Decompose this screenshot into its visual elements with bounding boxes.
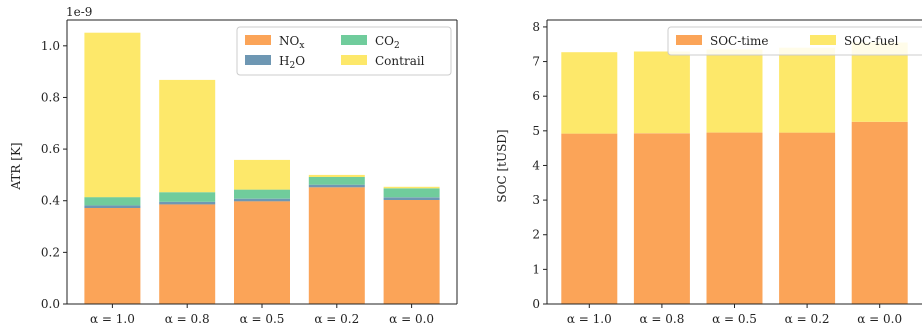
atr-bar-nox-1 bbox=[159, 204, 216, 304]
atr-bar-co2-2 bbox=[234, 189, 290, 199]
soc-y-tick-label: 5 bbox=[532, 124, 540, 138]
soc-bar-soc-time-2 bbox=[706, 132, 763, 304]
soc-legend-label-soc-fuel: SOC-fuel bbox=[844, 34, 899, 48]
atr-legend-label-contrail: Contrail bbox=[375, 54, 425, 68]
soc-x-tick-label: α = 0.8 bbox=[639, 312, 684, 326]
atr-x-tick-label: α = 0.2 bbox=[314, 312, 359, 326]
atr-legend-label-nox: NOx bbox=[279, 34, 304, 51]
soc-x-tick-label: α = 0.0 bbox=[857, 312, 902, 326]
soc-bar-soc-time-3 bbox=[779, 132, 836, 304]
atr-bar-h2o-3 bbox=[308, 184, 365, 188]
atr-bar-nox-4 bbox=[383, 200, 440, 304]
atr-bars bbox=[84, 32, 440, 304]
atr-bar-nox-0 bbox=[84, 208, 141, 304]
atr-bar-co2-1 bbox=[159, 192, 216, 202]
atr-axes: 0.0 0.2 0.4 0.6 0.8 1.0 α = 1.0 α = 0.8 α = 0.5 α… bbox=[41, 19, 458, 326]
soc-y-tick-label: 3 bbox=[532, 193, 540, 207]
soc-bar-soc-time-0 bbox=[561, 133, 618, 304]
soc-bar-soc-time-1 bbox=[633, 133, 690, 304]
soc-bar-soc-fuel-2 bbox=[706, 49, 763, 133]
soc-y-tick-label: 6 bbox=[532, 89, 540, 103]
atr-bar-contrail-3 bbox=[308, 174, 365, 177]
atr-bar-co2-0 bbox=[84, 197, 141, 206]
atr-bar-nox-2 bbox=[234, 201, 290, 304]
atr-chart-panel: 0.0 0.2 0.4 0.6 0.8 1.0 α = 1.0 α = 0.8 α = 0.5 α… bbox=[9, 5, 458, 326]
soc-legend-swatch-soc-fuel bbox=[810, 35, 836, 45]
soc-y-tick-label: 0 bbox=[532, 297, 540, 311]
atr-bar-h2o-0 bbox=[84, 205, 141, 208]
soc-bar-soc-fuel-4 bbox=[851, 42, 908, 122]
soc-bars bbox=[561, 42, 908, 304]
soc-legend: SOC-time SOC-fuel bbox=[667, 26, 922, 56]
atr-x-tick-label: α = 0.5 bbox=[240, 312, 285, 326]
atr-legend-swatch-contrail bbox=[341, 55, 367, 65]
atr-x-tick-label: α = 1.0 bbox=[90, 312, 135, 326]
atr-bar-co2-3 bbox=[308, 177, 365, 185]
soc-bar-soc-time-4 bbox=[851, 121, 908, 304]
soc-chart-panel: 0 1 2 3 4 5 6 7 8 α = 1.0 α = 0.8 α = 0.5 α = 0.2 α =… bbox=[495, 19, 922, 326]
atr-bar-contrail-1 bbox=[159, 79, 216, 193]
atr-bar-h2o-1 bbox=[159, 201, 216, 205]
soc-legend-box bbox=[667, 26, 922, 56]
soc-y-tick-label: 8 bbox=[532, 20, 540, 34]
atr-y-offset-label: 1e-9 bbox=[66, 5, 92, 19]
atr-legend: NOx CO2 H2O Contrail bbox=[236, 26, 452, 76]
atr-x-tick-label: α = 0.0 bbox=[389, 312, 434, 326]
atr-bar-contrail-2 bbox=[234, 159, 290, 190]
atr-legend-box bbox=[236, 26, 452, 76]
atr-legend-label-h2o: H2O bbox=[279, 54, 305, 71]
atr-y-tick-label: 0.2 bbox=[41, 245, 60, 259]
soc-axes: 0 1 2 3 4 5 6 7 8 α = 1.0 α = 0.8 α = 0.5 α = 0.2 α =… bbox=[532, 19, 922, 326]
atr-y-tick-label: 0.8 bbox=[41, 90, 60, 104]
atr-bar-contrail-0 bbox=[84, 32, 141, 198]
atr-y-tick-label: 0.4 bbox=[41, 194, 60, 208]
soc-y-tick-label: 2 bbox=[532, 228, 540, 242]
soc-legend-label-soc-time: SOC-time bbox=[710, 34, 768, 48]
soc-y-axis-label: SOC [tUSD] bbox=[495, 129, 509, 202]
atr-y-tick-label: 0.0 bbox=[41, 297, 60, 311]
soc-x-tick-label: α = 0.2 bbox=[785, 312, 830, 326]
atr-y-tick-label: 1.0 bbox=[41, 39, 60, 53]
atr-legend-swatch-h2o bbox=[245, 55, 271, 65]
atr-y-tick-label: 0.6 bbox=[41, 142, 60, 156]
atr-legend-label-co2: CO2 bbox=[375, 34, 400, 51]
soc-x-tick-label: α = 1.0 bbox=[567, 312, 612, 326]
soc-bar-soc-fuel-3 bbox=[779, 47, 836, 133]
atr-x-tick-label: α = 0.8 bbox=[165, 312, 210, 326]
atr-legend-swatch-nox bbox=[245, 35, 271, 45]
atr-bar-h2o-2 bbox=[234, 198, 290, 202]
soc-bar-soc-fuel-1 bbox=[633, 51, 690, 134]
atr-bar-contrail-4 bbox=[383, 186, 440, 189]
soc-y-tick-label: 1 bbox=[532, 262, 540, 276]
atr-bar-co2-4 bbox=[383, 188, 440, 198]
soc-bar-soc-fuel-0 bbox=[561, 52, 618, 134]
soc-y-tick-label: 7 bbox=[532, 55, 540, 69]
soc-legend-swatch-soc-time bbox=[676, 35, 702, 45]
atr-y-axis-label: ATR [K] bbox=[9, 142, 23, 190]
atr-bar-nox-3 bbox=[308, 187, 365, 304]
atr-legend-swatch-co2 bbox=[341, 35, 367, 45]
soc-y-tick-label: 4 bbox=[532, 158, 540, 172]
atr-bar-h2o-4 bbox=[383, 197, 440, 200]
soc-x-tick-label: α = 0.5 bbox=[712, 312, 757, 326]
